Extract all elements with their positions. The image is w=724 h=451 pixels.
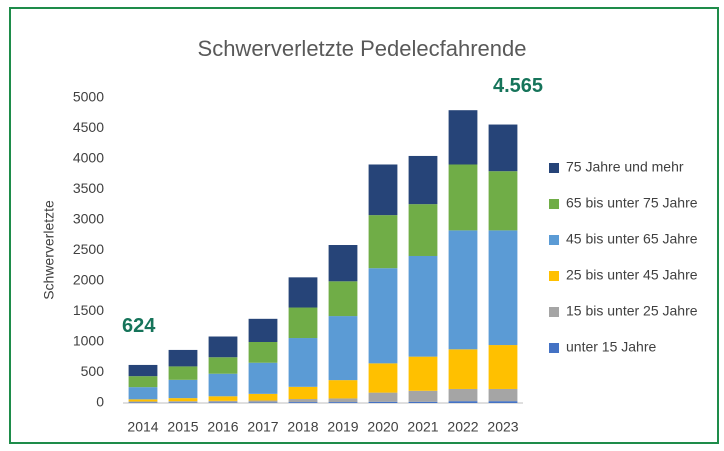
bar-segment	[448, 164, 478, 231]
y-tick-label: 2000	[73, 272, 104, 288]
frame	[9, 7, 719, 444]
bar-segment	[128, 399, 158, 402]
y-tick-label: 1000	[73, 333, 104, 349]
bar-segment	[328, 402, 358, 403]
bar-segment	[288, 338, 318, 387]
legend-swatch	[549, 343, 559, 353]
bar-segment	[248, 318, 278, 342]
bar-segment	[368, 392, 398, 402]
bar-segment	[408, 390, 438, 402]
bar-segment	[408, 356, 438, 391]
bar-segment	[488, 388, 518, 402]
bar-segment	[208, 402, 238, 403]
bar-segment	[448, 349, 478, 389]
bar-segment	[248, 393, 278, 401]
bar-segment	[288, 386, 318, 400]
x-tick-label: 2015	[167, 419, 198, 435]
bar-segment	[368, 215, 398, 269]
y-tick-label: 1500	[73, 302, 104, 318]
x-tick-label: 2023	[487, 419, 518, 435]
y-tick-label: 2500	[73, 241, 104, 257]
bar-segment	[448, 230, 478, 350]
bar-segment	[448, 110, 478, 165]
bar-segment	[288, 307, 318, 339]
y-tick-label: 3000	[73, 211, 104, 227]
x-tick-label: 2020	[367, 419, 398, 435]
bar-segment	[408, 155, 438, 205]
legend-label: 25 bis unter 45 Jahre	[566, 267, 698, 283]
bar-segment	[328, 380, 358, 399]
bar-segment	[168, 401, 198, 403]
x-tick-label: 2022	[447, 419, 478, 435]
bar-segment	[168, 349, 198, 367]
bar-segment	[208, 396, 238, 401]
bar-segment	[128, 364, 158, 377]
legend-swatch	[549, 199, 559, 209]
bar-segment	[328, 245, 358, 282]
annotation: 624	[122, 315, 156, 337]
x-tick-label: 2014	[127, 419, 158, 435]
bar-segment	[128, 376, 158, 388]
bar-segment	[408, 204, 438, 256]
bar-segment	[168, 398, 198, 402]
bar-segment	[208, 400, 238, 403]
x-tick-label: 2021	[407, 419, 438, 435]
y-tick-label: 500	[81, 363, 105, 379]
bar-segment	[408, 255, 438, 357]
bar-segment	[368, 363, 398, 393]
bar-segment	[408, 401, 438, 403]
bar-segment	[488, 124, 518, 172]
bar-segment	[288, 277, 318, 308]
bar-segment	[328, 316, 358, 381]
x-tick-label: 2016	[207, 419, 238, 435]
bar-segment	[208, 357, 238, 374]
bar-segment	[288, 402, 318, 403]
y-tick-label: 5000	[73, 89, 104, 105]
legend-swatch	[549, 271, 559, 281]
bar-segment	[448, 388, 478, 402]
bar-segment	[368, 164, 398, 216]
chart-title: Schwerverletzte Pedelecfahrende	[198, 36, 527, 61]
legend-label: 45 bis unter 65 Jahre	[566, 231, 698, 247]
bar-segment	[288, 399, 318, 403]
bar-segment	[488, 230, 518, 346]
x-tick-label: 2018	[287, 419, 318, 435]
bar-segment	[168, 379, 198, 399]
bar-segment	[168, 402, 198, 403]
y-tick-label: 4500	[73, 119, 104, 135]
x-tick-label: 2017	[247, 419, 278, 435]
bar-segment	[368, 401, 398, 403]
legend-swatch	[549, 235, 559, 245]
y-tick-label: 0	[96, 394, 104, 410]
legend-swatch	[549, 307, 559, 317]
bar-segment	[168, 366, 198, 380]
bar-segment	[448, 401, 478, 403]
bar-segment	[488, 171, 518, 231]
bar-segment	[248, 400, 278, 403]
bar-segment	[328, 281, 358, 317]
y-axis-title: Schwerverletzte	[41, 200, 57, 300]
legend-swatch	[549, 163, 559, 173]
bar-segment	[208, 373, 238, 397]
bar-segment	[488, 345, 518, 389]
legend-label: 15 bis unter 25 Jahre	[566, 303, 698, 319]
y-tick-label: 4000	[73, 150, 104, 166]
bar-segment	[328, 398, 358, 403]
bar-segment	[128, 387, 158, 400]
legend-label: unter 15 Jahre	[566, 339, 656, 355]
legend-label: 75 Jahre und mehr	[566, 159, 684, 175]
bar-segment	[128, 401, 158, 403]
bar-segment	[488, 401, 518, 403]
bar-segment	[208, 336, 238, 358]
bar-segment	[368, 268, 398, 364]
bar-segment	[248, 402, 278, 403]
bar-segment	[128, 402, 158, 403]
legend-label: 65 bis unter 75 Jahre	[566, 195, 698, 211]
bar-segment	[248, 342, 278, 363]
y-tick-label: 3500	[73, 180, 104, 196]
x-tick-label: 2019	[327, 419, 358, 435]
bar-segment	[248, 362, 278, 394]
annotation: 4.565	[493, 75, 543, 97]
